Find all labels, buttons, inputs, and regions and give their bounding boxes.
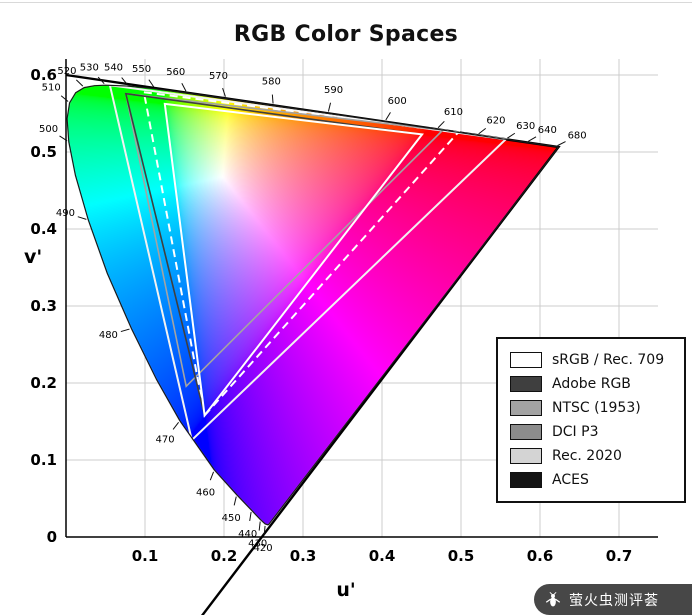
y-axis-label: v' (24, 246, 43, 268)
wavelength-label: 600 (388, 96, 407, 107)
wavelength-label: 590 (324, 85, 343, 96)
wavelength-label: 440 (238, 529, 257, 540)
legend-item: Adobe RGB (510, 372, 672, 396)
wavelength-tick (172, 422, 180, 430)
wavelength-tick (258, 521, 261, 531)
wavelength-tick (209, 471, 215, 481)
spectral-locus-outline (66, 84, 560, 526)
top-divider (0, 2, 692, 3)
wavelength-tick (75, 79, 84, 87)
colorspace-outline-srgb-rec-709 (163, 102, 424, 418)
legend-item: DCI P3 (510, 420, 672, 444)
wavelength-tick (263, 525, 266, 535)
x-tick-label: 0.3 (290, 547, 317, 565)
wavelength-label: 680 (568, 131, 587, 142)
legend-item: sRGB / Rec. 709 (510, 348, 672, 372)
y-tick-label: 0.1 (30, 451, 57, 469)
wavelength-label: 460 (196, 487, 215, 498)
wavelength-tick (249, 511, 252, 521)
legend: sRGB / Rec. 709 Adobe RGB NTSC (1953) DCI P… (496, 337, 686, 503)
colorspace-outline-dci-p3 (142, 91, 461, 418)
wavelength-label: 480 (99, 330, 118, 341)
wavelength-tick (478, 127, 487, 135)
x-tick-label: 0.7 (606, 547, 633, 565)
x-tick-label: 0.1 (132, 547, 159, 565)
x-tick-label: 0.4 (369, 547, 396, 565)
legend-item: Rec. 2020 (510, 444, 672, 468)
legend-label: sRGB / Rec. 709 (552, 352, 665, 368)
wavelength-tick (121, 77, 128, 85)
wavelength-tick (60, 95, 69, 102)
wavelength-tick (557, 141, 566, 147)
wavelength-label: 640 (538, 125, 557, 136)
wavelength-label: 520 (57, 66, 76, 77)
wavelength-tick (233, 496, 237, 506)
wavelength-label: 580 (262, 77, 281, 88)
legend-swatch (510, 448, 542, 464)
colorspace-outline-rec-2020 (108, 84, 508, 443)
wavelength-tick (327, 102, 332, 112)
watermark-text: 萤火虫测评荟 (569, 592, 659, 609)
wavelength-label: 560 (166, 67, 185, 78)
colorspace-outline-ntsc-1953- (124, 92, 445, 388)
y-tick-label: 0.2 (30, 374, 57, 392)
wavelength-tick (507, 132, 516, 139)
wavelength-label: 490 (56, 208, 75, 219)
wavelength-tick (528, 136, 537, 142)
wavelength-tick (77, 216, 87, 220)
legend-label: NTSC (1953) (552, 400, 641, 416)
x-tick-label: 0.6 (527, 547, 554, 565)
wavelength-label: 500 (39, 124, 58, 135)
x-tick-label: 0.5 (448, 547, 475, 565)
y-tick-label: 0.4 (30, 220, 57, 238)
wavelength-label: 420 (254, 543, 273, 554)
wavelength-label: 510 (42, 82, 61, 93)
legend-swatch (510, 352, 542, 368)
legend-label: Adobe RGB (552, 376, 631, 392)
legend-item: ACES (510, 468, 672, 492)
y-tick-label: 0.5 (30, 143, 57, 161)
wavelength-tick (222, 87, 226, 97)
legend-label: ACES (552, 472, 589, 488)
wavelength-label: 620 (486, 115, 505, 126)
wavelength-tick (120, 328, 130, 333)
wavelength-label: 430 (248, 538, 267, 549)
wavelength-tick (181, 83, 187, 92)
wavelength-label: 450 (222, 513, 241, 524)
wavelength-tick (59, 135, 68, 142)
wavelength-label: 610 (444, 107, 463, 118)
wavelength-tick (437, 120, 445, 129)
y-tick-label: 0.3 (30, 297, 57, 315)
chart-title: RGB Color Spaces (233, 22, 459, 47)
wavelength-tick (271, 94, 274, 104)
legend-swatch (510, 400, 542, 416)
legend-label: Rec. 2020 (552, 448, 622, 464)
x-tick-label: 0.2 (211, 547, 238, 565)
legend-item: NTSC (1953) (510, 396, 672, 420)
legend-label: DCI P3 (552, 424, 599, 440)
legend-swatch (510, 472, 542, 488)
legend-swatch (510, 424, 542, 440)
firefly-icon (545, 591, 561, 606)
wavelength-label: 630 (516, 121, 535, 132)
wavelength-label: 530 (80, 62, 99, 73)
wavelength-label: 550 (132, 64, 151, 75)
y-tick-label: 0 (47, 528, 57, 546)
wavelength-tick (97, 76, 105, 85)
wavelength-tick (148, 79, 155, 88)
wavelength-label: 470 (156, 435, 175, 446)
legend-swatch (510, 376, 542, 392)
watermark-badge: 萤火虫测评荟 (534, 584, 692, 615)
wavelength-label: 570 (209, 71, 228, 82)
wavelength-tick (385, 112, 391, 121)
y-tick-label: 0.6 (30, 66, 57, 84)
legend-items: sRGB / Rec. 709 Adobe RGB NTSC (1953) DCI P… (510, 348, 672, 492)
wavelength-label: 540 (104, 62, 123, 73)
x-axis-label: u' (336, 579, 356, 601)
